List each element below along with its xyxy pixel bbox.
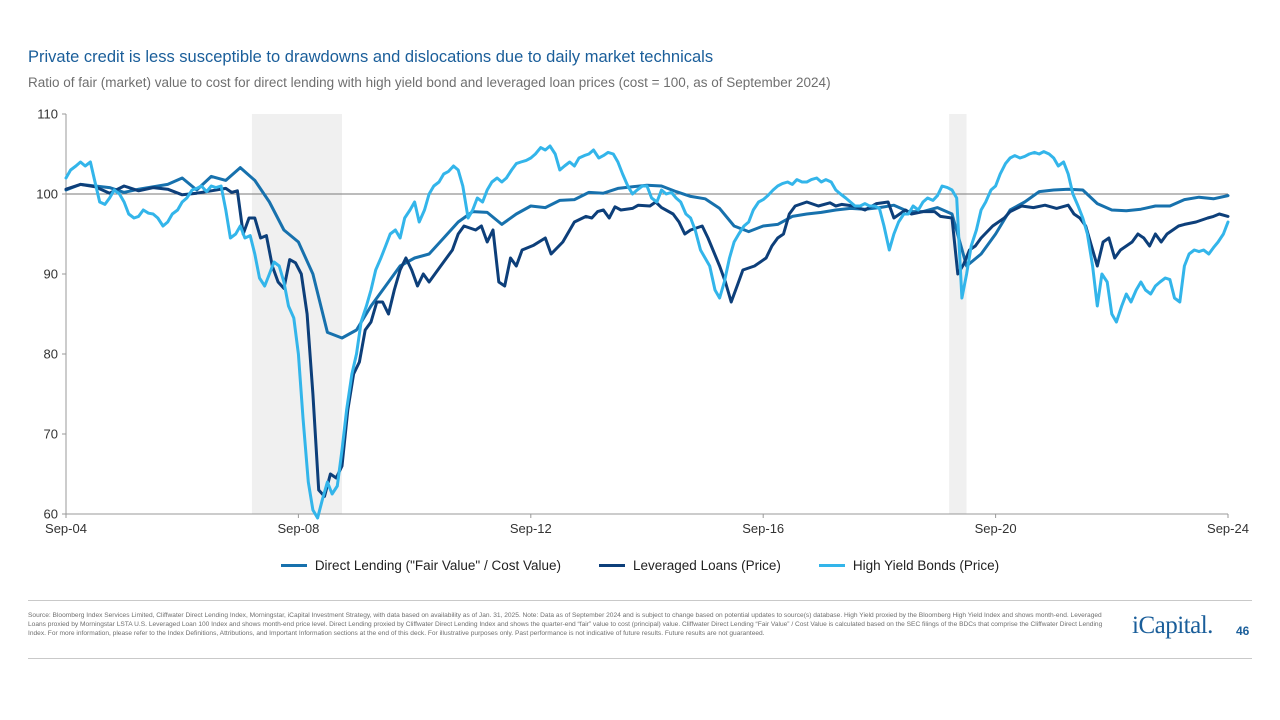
series-line-direct-lending	[64, 166, 1230, 340]
page-title: Private credit is less susceptible to dr…	[28, 48, 714, 66]
y-tick-label: 110	[37, 107, 58, 122]
y-tick-label: 100	[36, 187, 58, 202]
legend-label-direct-lending: Direct Lending ("Fair Value" / Cost Valu…	[314, 558, 562, 573]
legend-swatch-leveraged-loans	[599, 564, 626, 567]
x-tick-label: Sep-12	[510, 521, 552, 536]
x-tick-label: Sep-04	[45, 521, 87, 536]
page-subtitle: Ratio of fair (market) value to cost for…	[28, 75, 831, 90]
y-tick-label: 80	[44, 347, 58, 362]
x-tick-label: Sep-24	[1207, 521, 1249, 536]
y-tick-label: 70	[44, 427, 58, 442]
x-tick-label: Sep-20	[975, 521, 1017, 536]
y-tick-label: 60	[44, 507, 58, 522]
legend-label-high-yield: High Yield Bonds (Price)	[852, 558, 1000, 573]
y-tick-label: 90	[44, 267, 58, 282]
x-tick-label: Sep-16	[742, 521, 784, 536]
legend-label-leveraged-loans: Leveraged Loans (Price)	[633, 558, 781, 573]
recession-band-2	[949, 114, 967, 514]
legend-item-direct-lending: Direct Lending ("Fair Value" / Cost Valu…	[280, 558, 562, 573]
line-chart: 60 70 80 90 100 110 Sep-04 Sep-08 Sep-12 Sep-16 Se…	[36, 107, 1249, 537]
legend-item-high-yield: High Yield Bonds (Price)	[818, 558, 1000, 573]
icapital-logo: iCapital.	[1132, 612, 1213, 639]
legend-item-leveraged-loans: Leveraged Loans (Price)	[599, 558, 781, 573]
footer-divider-bottom	[28, 658, 1252, 659]
footer-divider-top	[28, 600, 1252, 601]
series-line-high-yield	[64, 144, 1230, 520]
legend-swatch-direct-lending	[280, 564, 307, 567]
source-footnote: Source: Bloomberg Index Services Limited…	[28, 612, 1103, 638]
chart-legend: Direct Lending ("Fair Value" / Cost Valu…	[0, 558, 1280, 573]
series-line-leveraged-loans	[64, 182, 1230, 498]
page-number: 46	[1236, 624, 1250, 638]
recession-band-1	[251, 114, 342, 514]
legend-swatch-high-yield	[818, 564, 845, 567]
x-tick-label: Sep-08	[277, 521, 319, 536]
